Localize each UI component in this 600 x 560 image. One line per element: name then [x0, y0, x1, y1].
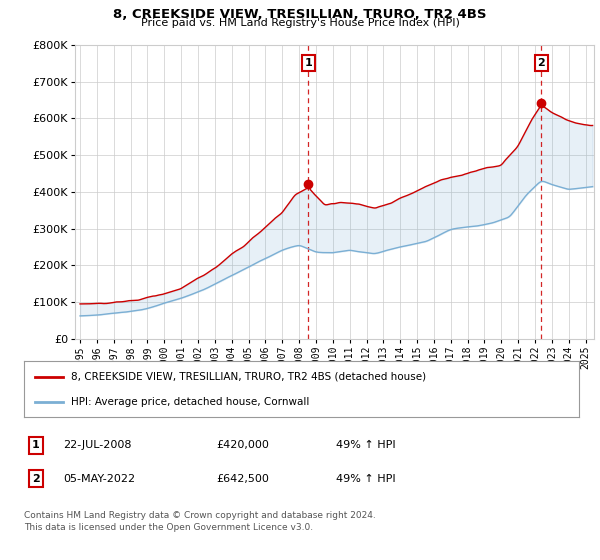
- Text: Contains HM Land Registry data © Crown copyright and database right 2024.: Contains HM Land Registry data © Crown c…: [24, 511, 376, 520]
- Text: £420,000: £420,000: [216, 440, 269, 450]
- Text: 05-MAY-2022: 05-MAY-2022: [63, 474, 135, 484]
- Text: 1: 1: [32, 440, 40, 450]
- Text: This data is licensed under the Open Government Licence v3.0.: This data is licensed under the Open Gov…: [24, 523, 313, 532]
- Text: 8, CREEKSIDE VIEW, TRESILLIAN, TRURO, TR2 4BS: 8, CREEKSIDE VIEW, TRESILLIAN, TRURO, TR…: [113, 8, 487, 21]
- Text: 49% ↑ HPI: 49% ↑ HPI: [336, 474, 395, 484]
- Text: 2: 2: [538, 58, 545, 68]
- Text: 2: 2: [32, 474, 40, 484]
- Text: £642,500: £642,500: [216, 474, 269, 484]
- Text: 1: 1: [305, 58, 312, 68]
- Text: HPI: Average price, detached house, Cornwall: HPI: Average price, detached house, Corn…: [71, 396, 310, 407]
- Text: Price paid vs. HM Land Registry's House Price Index (HPI): Price paid vs. HM Land Registry's House …: [140, 18, 460, 29]
- Text: 8, CREEKSIDE VIEW, TRESILLIAN, TRURO, TR2 4BS (detached house): 8, CREEKSIDE VIEW, TRESILLIAN, TRURO, TR…: [71, 372, 426, 382]
- Text: 22-JUL-2008: 22-JUL-2008: [63, 440, 131, 450]
- Text: 49% ↑ HPI: 49% ↑ HPI: [336, 440, 395, 450]
